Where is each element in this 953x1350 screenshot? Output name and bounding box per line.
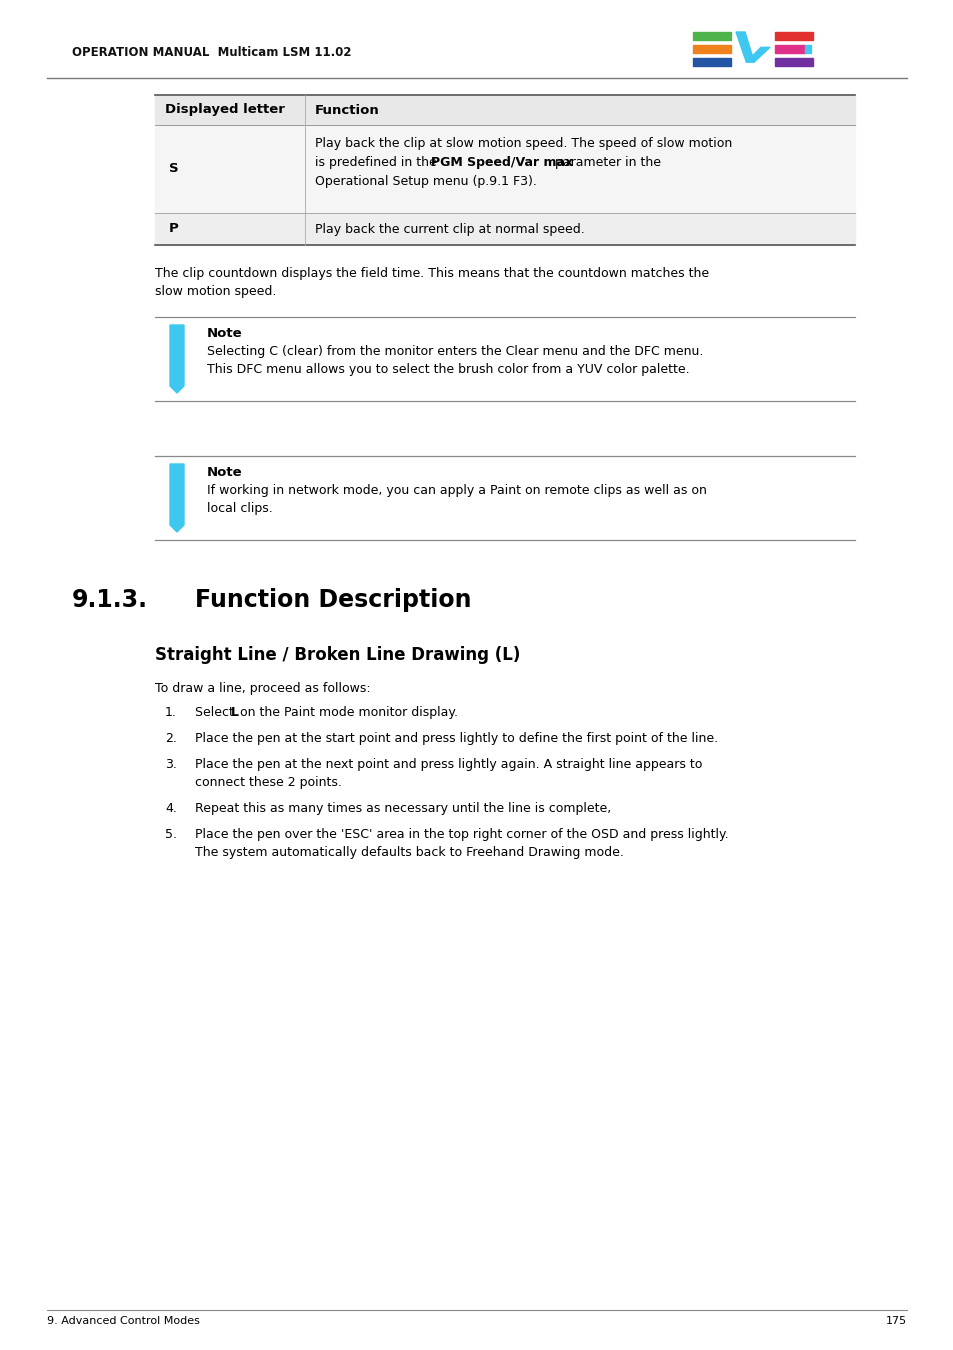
Text: slow motion speed.: slow motion speed. (154, 285, 276, 298)
Text: The clip countdown displays the field time. This means that the countdown matche: The clip countdown displays the field ti… (154, 267, 708, 279)
Text: Operational Setup menu (p.9.1 F3).: Operational Setup menu (p.9.1 F3). (314, 176, 537, 188)
Text: Play back the current clip at normal speed.: Play back the current clip at normal spe… (314, 223, 584, 235)
Text: on the Paint mode monitor display.: on the Paint mode monitor display. (236, 706, 457, 720)
Text: 9. Advanced Control Modes: 9. Advanced Control Modes (47, 1316, 200, 1326)
Bar (804, 45, 810, 53)
Text: Place the pen over the 'ESC' area in the top right corner of the OSD and press l: Place the pen over the 'ESC' area in the… (194, 828, 728, 841)
Text: PGM Speed/Var max: PGM Speed/Var max (431, 157, 573, 169)
Text: 4.: 4. (165, 802, 176, 815)
Text: Note: Note (207, 466, 242, 479)
Text: 5.: 5. (165, 828, 177, 841)
Text: parameter in the: parameter in the (551, 157, 660, 169)
Text: is predefined in the: is predefined in the (314, 157, 440, 169)
Bar (692, 45, 730, 53)
Bar (774, 45, 804, 53)
Bar (774, 32, 812, 40)
Text: 3.: 3. (165, 757, 176, 771)
Bar (692, 32, 730, 40)
Text: local clips.: local clips. (207, 502, 273, 514)
Text: Place the pen at the start point and press lightly to define the first point of : Place the pen at the start point and pre… (194, 732, 718, 745)
Text: Repeat this as many times as necessary until the line is complete,: Repeat this as many times as necessary u… (194, 802, 611, 815)
Text: This DFC menu allows you to select the brush color from a YUV color palette.: This DFC menu allows you to select the b… (207, 363, 689, 377)
Text: Place the pen at the next point and press lightly again. A straight line appears: Place the pen at the next point and pres… (194, 757, 701, 771)
Polygon shape (170, 464, 184, 532)
Text: OPERATION MANUAL  Multicam LSM 11.02: OPERATION MANUAL Multicam LSM 11.02 (71, 46, 351, 58)
Text: Play back the clip at slow motion speed. The speed of slow motion: Play back the clip at slow motion speed.… (314, 136, 732, 150)
Text: Function Description: Function Description (194, 589, 471, 612)
Polygon shape (170, 325, 184, 393)
Text: If working in network mode, you can apply a Paint on remote clips as well as on: If working in network mode, you can appl… (207, 485, 706, 497)
Bar (692, 58, 730, 66)
Text: 9.1.3.: 9.1.3. (71, 589, 148, 612)
Text: Note: Note (207, 327, 242, 340)
Text: S: S (169, 162, 178, 176)
Text: To draw a line, proceed as follows:: To draw a line, proceed as follows: (154, 682, 370, 695)
Text: L: L (231, 706, 238, 720)
Text: Straight Line / Broken Line Drawing (L): Straight Line / Broken Line Drawing (L) (154, 647, 519, 664)
Text: Selecting C (clear) from the monitor enters the Clear menu and the DFC menu.: Selecting C (clear) from the monitor ent… (207, 346, 702, 358)
Text: P: P (169, 223, 178, 235)
Text: 175: 175 (885, 1316, 906, 1326)
Bar (154, 213, 854, 244)
Polygon shape (735, 32, 754, 62)
Text: 1.: 1. (165, 706, 176, 720)
Text: Displayed letter: Displayed letter (165, 104, 285, 116)
Bar (774, 58, 812, 66)
Bar (154, 95, 854, 126)
Bar (154, 126, 854, 213)
Text: Function: Function (314, 104, 379, 116)
Text: 2.: 2. (165, 732, 176, 745)
Text: The system automatically defaults back to Freehand Drawing mode.: The system automatically defaults back t… (194, 846, 623, 859)
Polygon shape (745, 47, 769, 62)
Text: connect these 2 points.: connect these 2 points. (194, 776, 341, 788)
Text: Select: Select (194, 706, 237, 720)
